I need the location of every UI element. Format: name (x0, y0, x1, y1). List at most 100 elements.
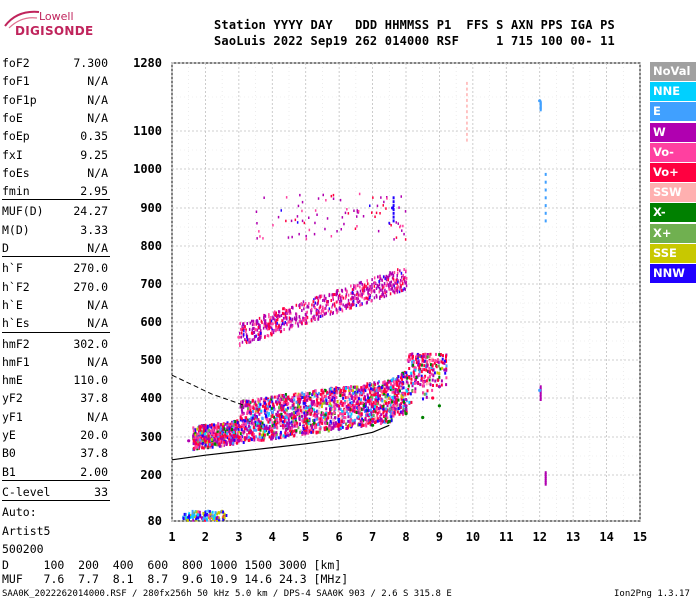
echo-point (268, 425, 271, 428)
echo-point (364, 398, 367, 402)
echo-point (373, 409, 376, 413)
echo-point (253, 331, 256, 334)
echo-point (287, 236, 290, 239)
echo-point (228, 437, 230, 441)
echo-point (200, 444, 203, 448)
echo-point (303, 221, 306, 225)
echo-point (353, 302, 355, 306)
echo-point (345, 422, 348, 426)
echo-point (367, 406, 370, 410)
echo-point (415, 361, 418, 365)
echo-point (256, 438, 259, 442)
echo-point (404, 210, 407, 213)
echo-point (401, 382, 404, 386)
echo-point (332, 295, 334, 299)
echo-point (370, 405, 373, 409)
echo-point (192, 438, 195, 442)
series-point (237, 439, 241, 443)
echo-point (263, 314, 266, 317)
echo-point (202, 427, 205, 431)
echo-point (266, 405, 269, 409)
echo-point (321, 402, 324, 405)
echo-point (385, 407, 388, 411)
echo-point (328, 307, 331, 311)
echo-point (335, 300, 338, 304)
echo-point (245, 419, 248, 423)
param-name: foEp (2, 129, 30, 144)
echo-point (445, 354, 447, 358)
echo-point (199, 442, 202, 446)
echo-point (390, 386, 393, 390)
echo-point (392, 200, 395, 204)
echo-point (344, 387, 347, 390)
echo-point (398, 206, 400, 209)
echo-point (392, 377, 395, 381)
echo-point (434, 379, 437, 383)
echo-point (259, 422, 262, 426)
echo-point (353, 404, 356, 408)
echo-point (379, 398, 382, 402)
echo-point (314, 389, 317, 393)
echo-point (367, 294, 370, 298)
echo-point (262, 326, 265, 330)
echo-point (239, 322, 241, 326)
echo-point (266, 334, 269, 337)
echo-point (439, 367, 442, 371)
echo-point (428, 381, 431, 385)
echo-point (401, 395, 404, 399)
legend-item: W (650, 122, 696, 142)
echo-point (397, 280, 399, 284)
echo-point (369, 296, 371, 300)
echo-point (243, 322, 245, 325)
echo-point (358, 281, 361, 285)
echo-point (263, 433, 266, 437)
echo-point (298, 393, 301, 397)
echo-point (445, 383, 448, 387)
echo-point (195, 510, 198, 514)
echo-point (386, 275, 389, 279)
echo-point (362, 406, 365, 410)
echo-point (389, 386, 392, 389)
echo-point (317, 299, 320, 303)
echo-point (216, 518, 218, 522)
echo-point (276, 410, 279, 414)
param-row: fxI 9.25 (2, 148, 108, 166)
echo-point (291, 235, 293, 239)
echo-point (263, 401, 266, 405)
echo-point (351, 291, 354, 294)
echo-point (333, 302, 336, 306)
echo-point (202, 446, 205, 450)
echo-point (384, 277, 386, 281)
series-point (371, 423, 375, 427)
param-value: 37.8 (80, 391, 108, 406)
echo-point (387, 283, 389, 287)
echo-point (347, 293, 350, 297)
echo-point (247, 439, 250, 442)
echo-point (212, 431, 215, 435)
legend-item: X- (650, 203, 696, 223)
echo-point (301, 200, 304, 204)
echo-point (198, 446, 200, 450)
echo-point (358, 389, 361, 392)
echo-point (382, 404, 385, 408)
echo-point (390, 419, 393, 423)
echo-point (303, 393, 306, 397)
echo-point (398, 389, 401, 393)
echo-point (362, 397, 365, 401)
legend-item: NNW (650, 263, 696, 283)
echo-point (234, 426, 237, 430)
echo-point (293, 406, 296, 410)
echo-point (352, 292, 354, 296)
echo-point (192, 426, 195, 430)
echo-point (306, 417, 308, 421)
echo-point (326, 414, 329, 418)
echo-point (305, 411, 308, 415)
param-value: N/A (87, 74, 108, 89)
echo-point (182, 517, 185, 520)
echo-point (192, 429, 195, 433)
y-tick-label: 800 (140, 239, 162, 253)
echo-point (261, 433, 264, 437)
echo-point (321, 405, 323, 409)
echo-point (183, 512, 186, 516)
echo-point (236, 441, 238, 445)
